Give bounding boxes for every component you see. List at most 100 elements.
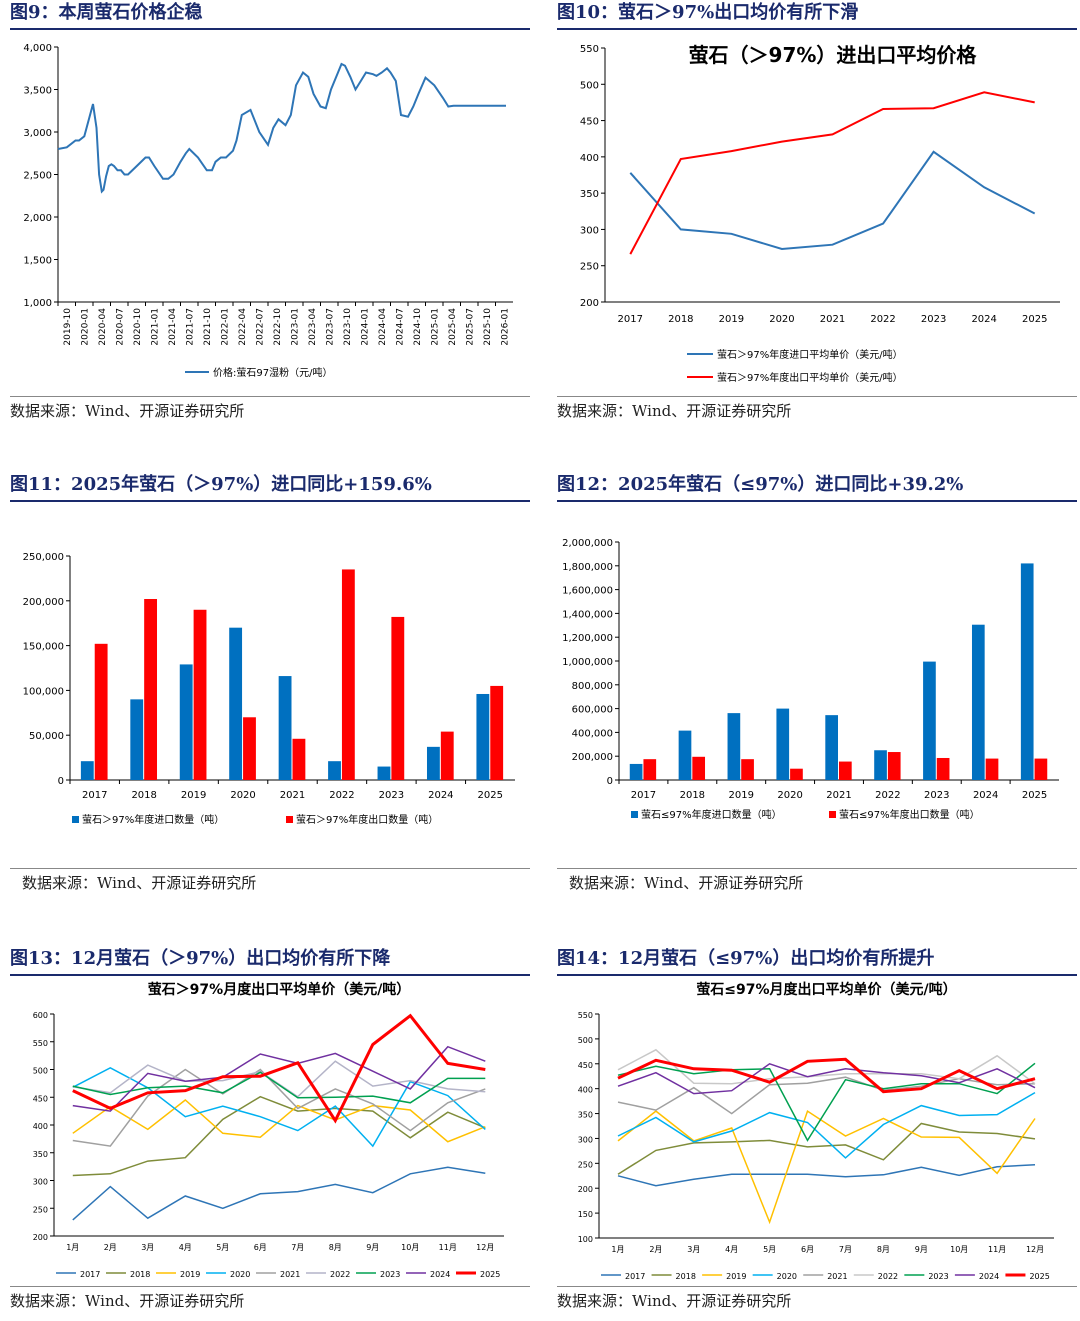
fig9-x-tick-label: 2020-01 [80,308,90,346]
fig10-x-tick-label: 2023 [921,314,946,325]
fig11-x-tick-label: 2017 [82,790,107,801]
fig11-bar-萤石-2025 [476,693,490,780]
fig9-x-tick-label: 2023-01 [290,308,300,346]
fig11-title: 图11：2025年萤石（＞97%）进口同比+159.6% [10,474,432,495]
fig13-y-tick-label: 350 [33,1150,48,1159]
fig13-title: 图13：12月萤石（＞97%）出口均价有所下降 [10,948,391,969]
fig14-x-tick-label: 2月 [649,1245,662,1254]
fig9-y-tick-label: 2,000 [23,213,52,224]
fig14-y-tick-label: 550 [578,1011,593,1020]
fig14-y-tick-label: 300 [578,1135,593,1144]
fig12-x-tick-label: 2022 [875,790,900,801]
fig11-bar-萤石-2020 [229,627,243,780]
fig12-legend-label: 萤石≤97%年度进口数量（吨） [641,808,782,821]
fig14-x-tick-label: 9月 [915,1245,928,1254]
fig12-title: 图12：2025年萤石（≤97%）进口同比+39.2% [557,474,964,495]
fig11-bar-萤石-2018 [144,599,158,780]
fig14-x-tick-label: 7月 [839,1245,852,1254]
fig10-x-tick-label: 2021 [820,314,845,325]
fig10-chart: 200 250 300 350 400 450 500 550 2017 2018 2019 2020… [580,43,1060,384]
fig12-x-tick-label: 2018 [680,790,705,801]
fig14-legend-label: 2021 [827,1272,847,1281]
fig11-x-tick-label: 2021 [280,790,305,801]
fig12-y-tick-label: 1,200,000 [562,633,613,644]
fig14-y-tick-label: 400 [578,1086,593,1095]
fig11-bar-萤石-2020 [243,717,256,780]
fig14-series-line-2025 [617,1057,1036,1094]
fig10-x-tick-label: 2024 [971,314,996,325]
fig11-bar-萤石-2023 [377,766,391,780]
fig11-source: 数据来源：Wind、开源证券研究所 [22,874,257,892]
fig12-legend-label: 萤石≤97%年度出口数量（吨） [839,808,980,821]
fig11-y-tick-label: 100,000 [23,686,64,697]
fig9-x-tick-label: 2024-10 [413,308,423,346]
fig10-y-tick-label: 250 [580,262,599,273]
fig11-x-tick-label: 2023 [379,790,404,801]
fig14-y-tick-label: 150 [578,1210,593,1219]
fig12-bar-萤石-2022 [874,750,887,780]
fig11-bar-萤石-2024 [426,746,440,780]
panel-fig12: 图12：2025年萤石（≤97%）进口同比+39.2% 0 200,000 400,… [557,472,1077,902]
fig13-x-tick-label: 5月 [216,1243,229,1252]
fig12-legend-swatch [631,811,638,818]
fig12-bar-萤石-2019 [727,713,741,780]
fig10-x-tick-label: 2020 [769,314,794,325]
fig11-legend-label: 萤石＞97%年度进口数量（吨） [82,813,224,826]
fig11-bar-萤石-2021 [278,676,292,780]
fig14-legend-label: 2018 [676,1272,696,1281]
fig11-legend-label: 萤石＞97%年度出口数量（吨） [296,813,438,826]
fig12-x-tick-label: 2024 [973,790,998,801]
fig9-x-tick-label: 2024-01 [360,308,370,346]
fig12-bar-萤石-2023 [923,661,936,780]
fig12-bar-萤石-2025 [1020,563,1034,780]
fig13-x-tick-label: 11月 [439,1243,457,1252]
fig10-title: 图10：萤石＞97%出口均价有所下滑 [557,2,859,23]
fig14-series-line-2020 [617,1091,1036,1159]
fig14-x-tick-label: 6月 [801,1245,814,1254]
fig14-legend-label: 2022 [878,1272,898,1281]
fig13-series-line-2020 [72,1066,486,1148]
fig12-bar-萤石-2023 [936,757,950,780]
fig13-x-tick-label: 7月 [291,1243,304,1252]
fig12-x-tick-label: 2017 [631,790,656,801]
fig9-x-tick-label: 2021-07 [185,308,195,346]
fig12-bar-萤石-2017 [629,763,643,780]
fig10-y-tick-label: 350 [580,189,599,200]
fig13-source: 数据来源：Wind、开源证券研究所 [10,1292,245,1310]
fig14-source: 数据来源：Wind、开源证券研究所 [557,1292,792,1310]
fig9-x-tick-label: 2020-07 [115,308,125,346]
fig13-legend-label: 2024 [430,1270,450,1279]
fig13-y-tick-label: 400 [33,1122,48,1131]
fig13-series-line-2022 [72,1060,486,1098]
fig12-x-tick-label: 2023 [924,790,949,801]
fig9-source: 数据来源：Wind、开源证券研究所 [10,402,245,420]
fig11-bar-萤石-2018 [130,699,144,780]
fig13-series-line-2024 [72,1045,486,1112]
fig13-legend-label: 2023 [380,1270,400,1279]
fig14-series-line-2018 [617,1122,1036,1175]
fig13-x-tick-label: 3月 [141,1243,154,1252]
fig12-bar-萤石-2021 [825,715,838,780]
fig14-series-line-2023 [617,1062,1036,1142]
fig13-y-tick-label: 550 [33,1039,48,1048]
fig13-y-tick-label: 500 [33,1067,48,1076]
fig9-x-tick-label: 2024-07 [395,308,405,346]
fig12-x-tick-label: 2019 [728,790,753,801]
panel-fig11: 图11：2025年萤石（＞97%）进口同比+159.6% 0 50,000 100,… [10,472,530,902]
fig11-legend-swatch [286,816,293,823]
panel-fig13: 图13：12月萤石（＞97%）出口均价有所下降 萤石＞97%月度出口平均单价（美… [10,946,530,1316]
fig11-x-tick-label: 2018 [131,790,156,801]
fig11-y-tick-label: 200,000 [23,597,64,608]
fig9-y-tick-label: 1,500 [23,256,52,267]
fig13-legend-label: 2021 [280,1270,300,1279]
fig13-y-tick-label: 200 [33,1233,48,1242]
fig11-x-tick-label: 2022 [329,790,354,801]
fig9-x-tick-label: 2021-01 [150,308,160,346]
fig12-legend-swatch [829,811,836,818]
fig11-x-tick-label: 2019 [181,790,206,801]
fig10-y-tick-label: 300 [580,225,599,236]
fig14-chart: 萤石≤97%月度出口平均单价（美元/吨） 100 150 200 250 300 350 40… [578,981,1054,1281]
fig12-bar-萤石-2022 [887,752,901,780]
fig13-series-line-2025 [72,1013,486,1124]
fig13-x-tick-label: 4月 [179,1243,192,1252]
